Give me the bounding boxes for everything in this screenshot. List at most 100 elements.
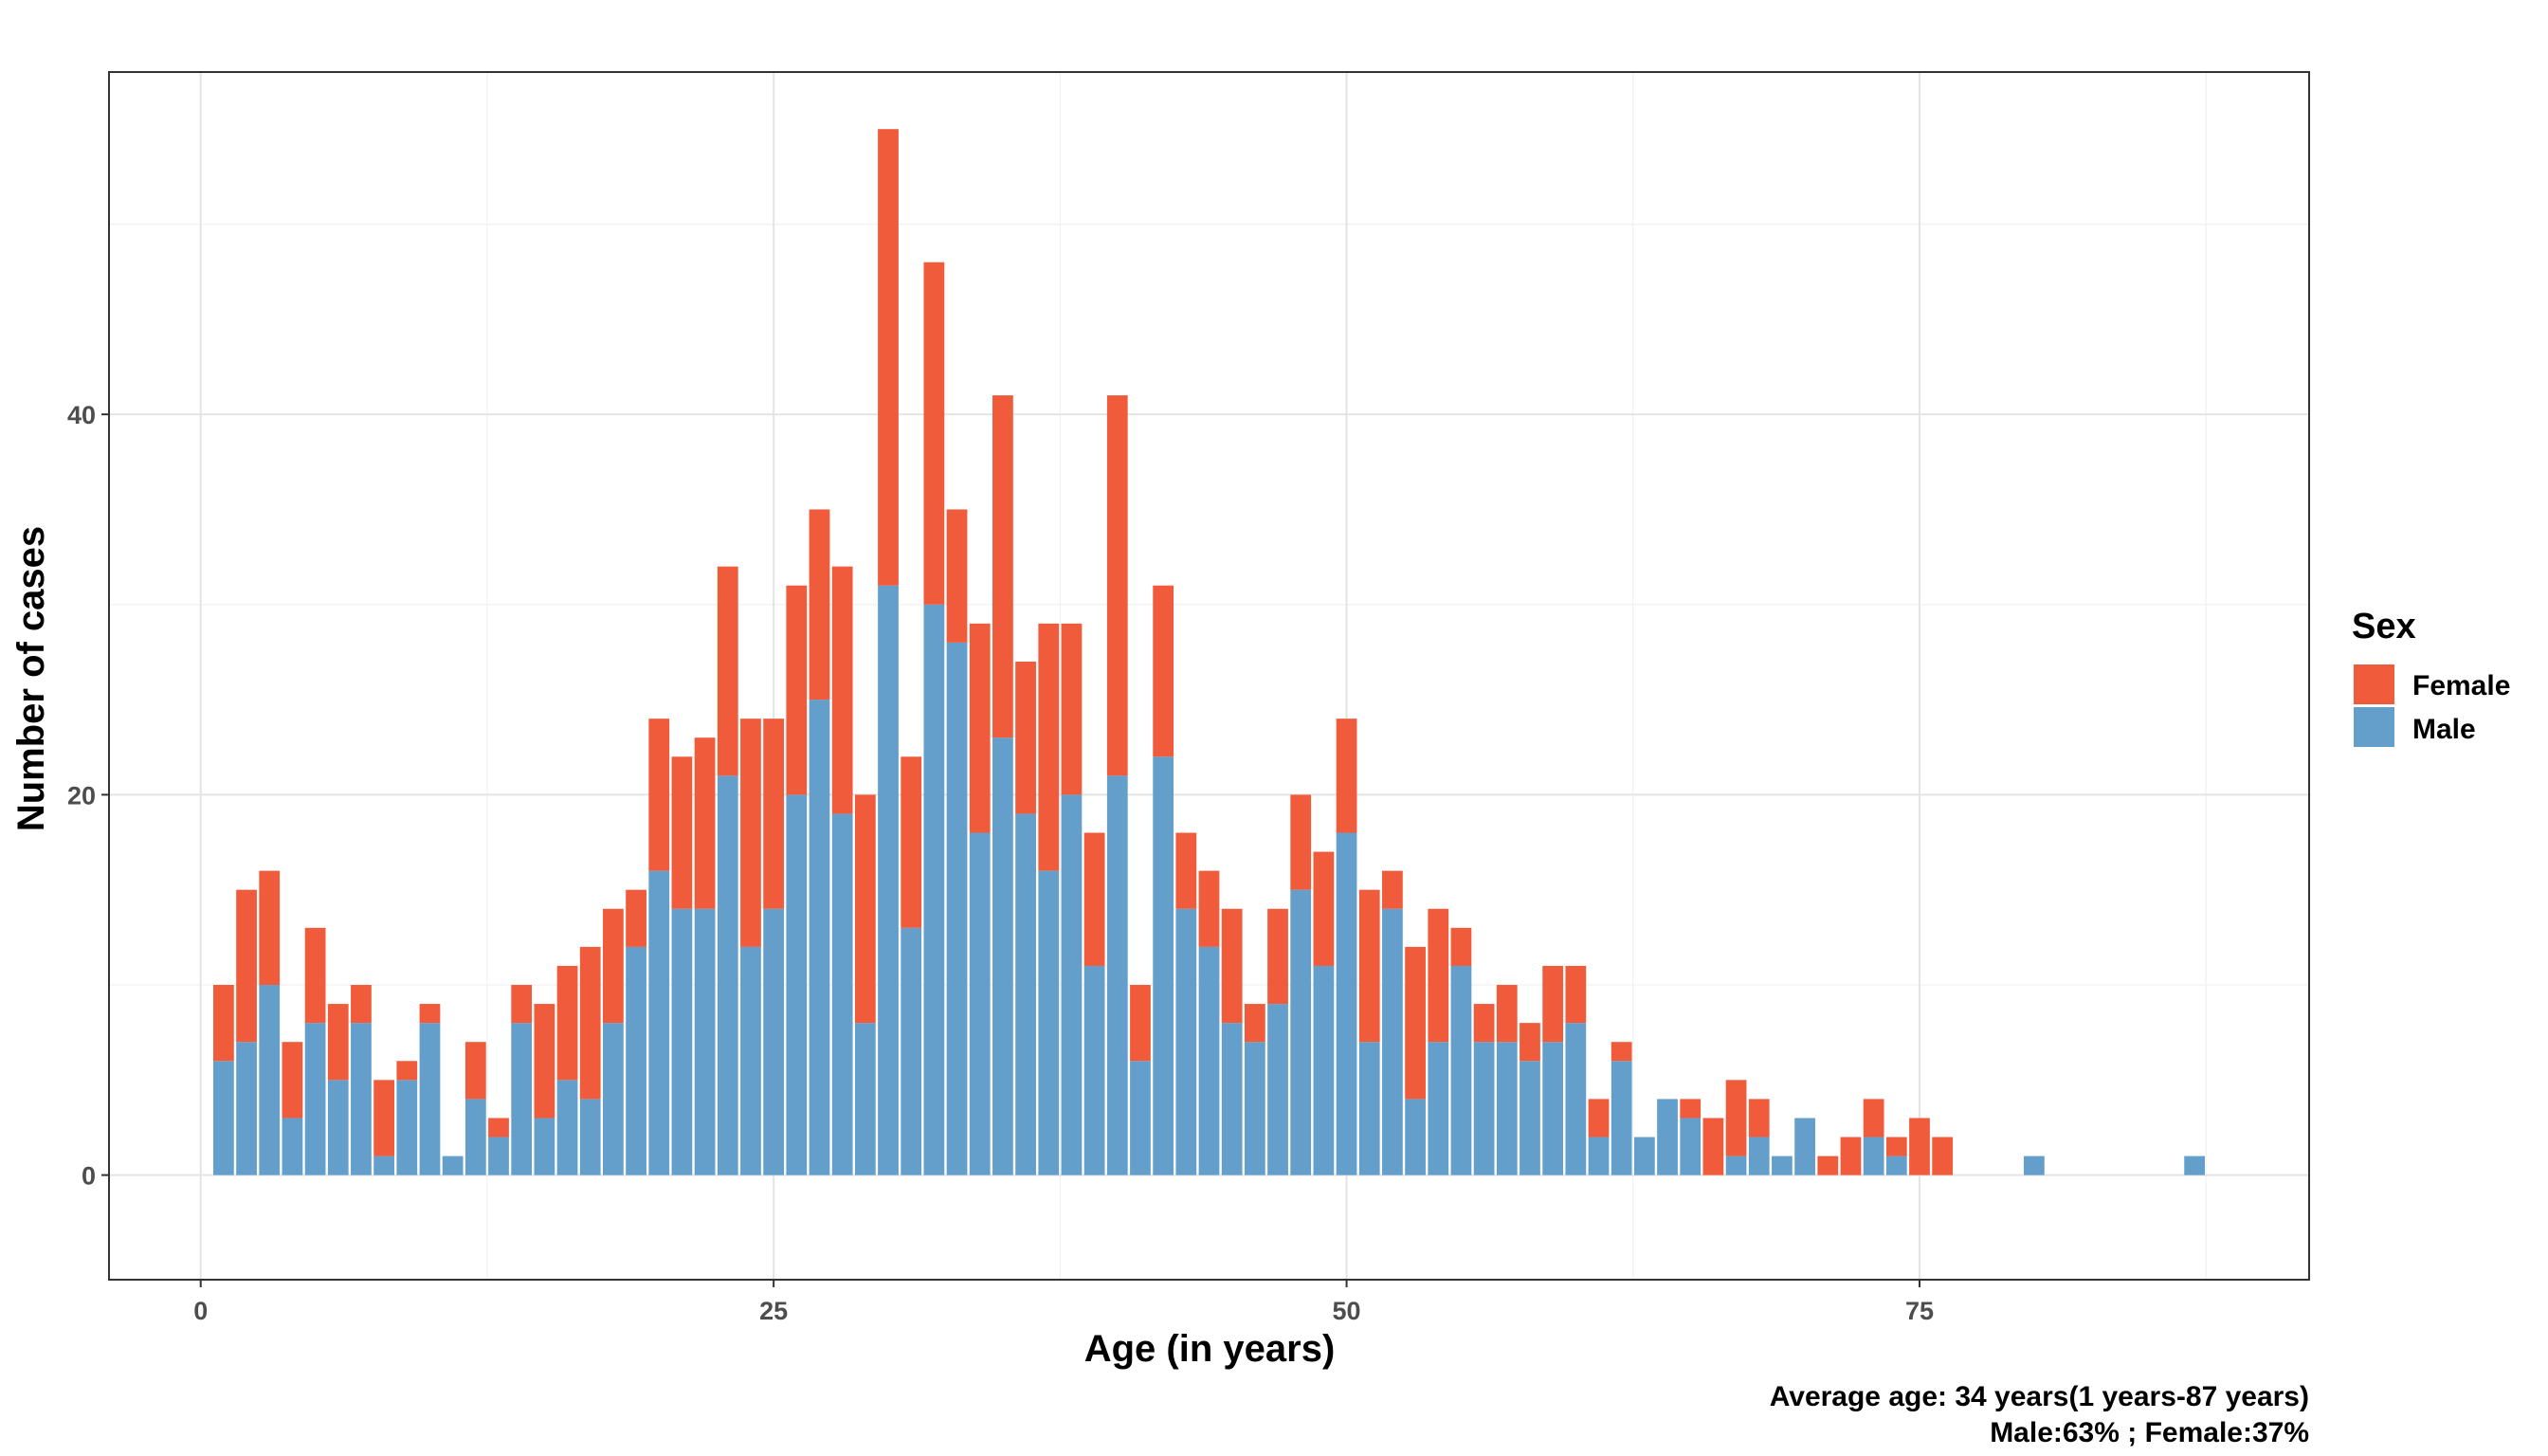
bar-male-age-48 — [1290, 889, 1312, 1175]
bar-male-age-1 — [213, 1061, 234, 1175]
bar-male-age-80 — [2023, 1156, 2045, 1175]
bar-female-age-72 — [1840, 1137, 1862, 1175]
bar-male-age-35 — [992, 737, 1013, 1175]
bar-female-age-46 — [1244, 1004, 1265, 1043]
bar-female-age-29 — [854, 794, 876, 1024]
bar-female-age-48 — [1290, 794, 1312, 890]
bar-male-age-28 — [831, 813, 853, 1175]
bar-female-age-5 — [304, 927, 326, 1024]
bar-male-age-51 — [1358, 1042, 1380, 1175]
y-tick-label: 40 — [67, 401, 96, 429]
bar-male-age-37 — [1038, 870, 1060, 1175]
bar-male-age-61 — [1588, 1137, 1610, 1175]
bar-male-age-52 — [1382, 908, 1403, 1175]
bar-male-age-8 — [373, 1156, 395, 1175]
bar-male-age-6 — [327, 1080, 349, 1175]
bar-male-age-24 — [740, 946, 761, 1175]
bar-female-age-10 — [419, 1004, 441, 1024]
bar-male-age-5 — [304, 1023, 326, 1175]
bar-female-age-74 — [1885, 1137, 1907, 1156]
bar-female-age-1 — [213, 985, 234, 1062]
legend-label-female: Female — [2412, 670, 2510, 701]
bar-female-age-17 — [579, 946, 601, 1100]
y-axis-title: Number of cases — [10, 526, 52, 831]
bar-female-age-19 — [626, 889, 646, 947]
bar-male-age-42 — [1153, 756, 1174, 1175]
bar-male-age-46 — [1244, 1042, 1265, 1175]
bar-female-age-41 — [1130, 985, 1151, 1062]
bar-female-age-6 — [327, 1004, 349, 1081]
bar-male-age-11 — [442, 1156, 464, 1175]
bar-male-age-69 — [1772, 1156, 1793, 1175]
bar-male-age-70 — [1794, 1118, 1815, 1175]
bar-female-age-9 — [396, 1061, 418, 1081]
bar-male-age-30 — [878, 585, 899, 1175]
legend-label-male: Male — [2412, 714, 2476, 745]
bar-male-age-50 — [1336, 832, 1357, 1175]
bar-female-age-51 — [1358, 889, 1380, 1043]
bar-female-age-47 — [1267, 908, 1288, 1005]
bar-male-age-63 — [1633, 1137, 1655, 1175]
bar-male-age-74 — [1885, 1156, 1907, 1175]
bar-female-age-8 — [373, 1080, 395, 1156]
bar-male-age-44 — [1198, 946, 1220, 1175]
bar-male-age-15 — [534, 1118, 555, 1175]
bar-male-age-33 — [946, 642, 968, 1175]
bar-female-age-4 — [282, 1042, 303, 1119]
bar-male-age-19 — [626, 946, 646, 1175]
bar-male-age-56 — [1473, 1042, 1495, 1175]
bar-female-age-28 — [831, 566, 853, 814]
bar-male-age-87 — [2184, 1156, 2205, 1175]
bar-female-age-40 — [1106, 395, 1128, 776]
bar-male-age-12 — [464, 1099, 486, 1175]
bar-male-age-40 — [1106, 775, 1128, 1175]
bar-male-age-14 — [511, 1023, 533, 1175]
bar-male-age-7 — [351, 1023, 372, 1175]
bar-female-age-24 — [740, 719, 761, 947]
bar-female-age-71 — [1817, 1156, 1839, 1175]
bar-female-age-65 — [1680, 1099, 1702, 1119]
bar-male-age-60 — [1565, 1023, 1587, 1175]
bar-female-age-53 — [1405, 946, 1426, 1100]
bar-female-age-62 — [1611, 1042, 1632, 1062]
bar-male-age-27 — [809, 700, 830, 1175]
bars — [213, 129, 2205, 1175]
bar-male-age-10 — [419, 1023, 441, 1175]
bar-male-age-34 — [969, 832, 991, 1175]
bar-male-age-23 — [717, 775, 738, 1175]
bar-male-age-43 — [1175, 908, 1197, 1175]
bar-male-age-54 — [1428, 1042, 1449, 1175]
bar-male-age-18 — [603, 1023, 624, 1175]
bar-female-age-50 — [1336, 719, 1357, 833]
bar-female-age-21 — [671, 756, 693, 909]
bar-female-age-45 — [1221, 908, 1243, 1024]
bar-female-age-25 — [763, 719, 785, 909]
bar-male-age-4 — [282, 1118, 303, 1175]
bar-male-age-73 — [1863, 1137, 1884, 1175]
x-axis-title: Age (in years) — [1084, 1328, 1336, 1370]
bar-female-age-54 — [1428, 908, 1449, 1043]
bar-male-age-59 — [1542, 1042, 1564, 1175]
bar-male-age-47 — [1267, 1004, 1288, 1175]
bar-female-age-23 — [717, 566, 738, 776]
bar-male-age-21 — [671, 908, 693, 1175]
axis-ticks — [101, 413, 1920, 1287]
bar-female-age-33 — [946, 509, 968, 643]
tick-labels: 0 25 50 75 0 20 40 — [67, 401, 1934, 1325]
caption-sex-ratio: Male:63% ; Female:37% — [1990, 1417, 2309, 1448]
x-tick-label: 25 — [759, 1297, 788, 1325]
bar-female-age-36 — [1015, 661, 1036, 814]
legend-swatch-female — [2354, 664, 2394, 704]
bar-female-age-39 — [1083, 832, 1105, 966]
bar-male-age-17 — [579, 1099, 601, 1175]
bar-female-age-56 — [1473, 1004, 1495, 1043]
legend-swatch-male — [2354, 707, 2394, 747]
y-tick-label: 0 — [82, 1162, 96, 1191]
bar-female-age-26 — [786, 585, 808, 795]
bar-female-age-75 — [1909, 1118, 1930, 1175]
bar-male-age-22 — [694, 908, 716, 1175]
x-tick-label: 50 — [1333, 1297, 1361, 1325]
bar-male-age-3 — [259, 985, 281, 1175]
